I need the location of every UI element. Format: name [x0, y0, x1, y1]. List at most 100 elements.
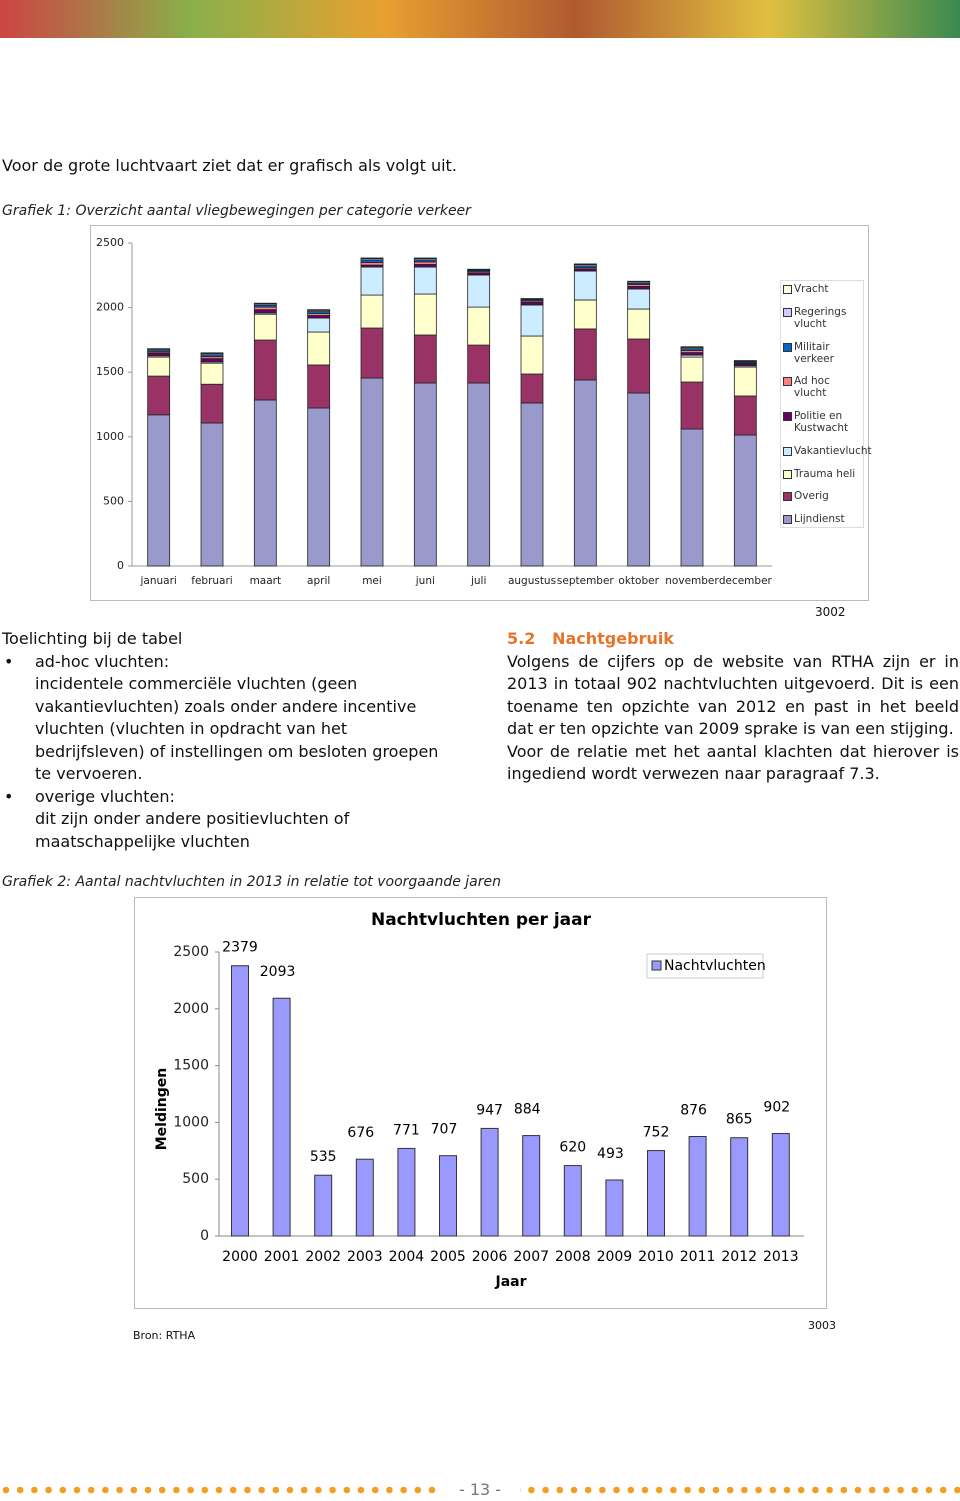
bar-segment — [680, 356, 704, 383]
note-text: incidentele commerciële vluchten (geen v… — [35, 674, 439, 783]
data-label: 2379 — [222, 940, 258, 956]
bar — [314, 1174, 333, 1237]
bar-segment — [307, 317, 331, 333]
data-label: 884 — [514, 1102, 541, 1118]
y-tick-label: 2000 — [173, 1001, 209, 1017]
bar-segment — [627, 392, 651, 567]
data-label: 676 — [347, 1125, 374, 1141]
bar-segment — [573, 328, 597, 381]
bar — [688, 1135, 707, 1237]
bar — [771, 1133, 790, 1237]
data-label: 865 — [726, 1112, 753, 1128]
x-tick-label: december — [719, 575, 773, 587]
legend-label: Militair verkeer — [794, 340, 834, 365]
data-label: 947 — [476, 1102, 503, 1118]
y-tick-label: 2500 — [173, 944, 209, 960]
section-number: 5.2 — [507, 629, 536, 648]
y-tick-label: 500 — [103, 494, 124, 507]
bar-segment — [200, 422, 224, 567]
bar-segment — [733, 366, 757, 397]
paragraph: Voor de relatie met het aantal klachten … — [507, 741, 959, 784]
legend-entry: Overig — [781, 490, 863, 502]
bar — [480, 1127, 499, 1237]
x-tick-label: mei — [362, 575, 382, 587]
bar-segment — [200, 358, 224, 363]
chart: 0 500 1000 1500 2000 2500 januari februari maart… — [90, 225, 869, 601]
bar-segment — [733, 360, 757, 362]
x-tick-label: februari — [191, 575, 232, 587]
note-item: ad-hoc vluchten: incidentele commerciële … — [2, 651, 452, 786]
bar — [647, 1150, 665, 1237]
legend: Nachtvluchten — [646, 953, 766, 979]
bar-segment — [627, 288, 651, 310]
data-label: 902 — [763, 1100, 790, 1116]
legend-swatch — [783, 285, 792, 294]
notes: Toelichting bij de tabel ad-hoc vluchten… — [2, 628, 452, 853]
bar-segment — [733, 434, 757, 567]
legend-swatch — [783, 469, 792, 479]
bar-segment — [147, 356, 171, 377]
y-tick-label: 0 — [117, 559, 124, 572]
data-label: 876 — [680, 1102, 707, 1118]
bar — [730, 1137, 749, 1237]
x-tick-label: 2009 — [597, 1249, 633, 1265]
legend-entry: Politie en Kustwacht — [781, 410, 863, 434]
legend-entry: Vracht — [781, 283, 863, 295]
bar — [439, 1155, 457, 1237]
bar-segment — [467, 344, 491, 384]
x-tick-label: november — [665, 575, 719, 587]
header-banner — [0, 0, 960, 38]
bar-segment — [147, 375, 171, 416]
data-label: 707 — [431, 1122, 458, 1138]
bar-segment — [360, 294, 384, 329]
legend-swatch — [783, 515, 792, 524]
bar-segment — [360, 377, 384, 567]
legend-swatch — [783, 412, 792, 421]
legend-swatch — [783, 377, 792, 387]
bar — [272, 997, 291, 1237]
caption: Grafiek 2: Aantal nachtvluchten in 2013 … — [2, 874, 501, 890]
x-tick-label: 2008 — [555, 1249, 591, 1265]
y-tick-label: 1000 — [96, 430, 124, 443]
chart: Nachtvluchten per jaar Meldingen Jaar 0 500 1… — [134, 897, 827, 1309]
bar — [563, 1165, 582, 1237]
bar-segment — [467, 268, 491, 271]
x-tick-label: juli — [470, 575, 486, 587]
y-tick-label: 1500 — [96, 365, 124, 378]
section-heading: 5.2 Nachtgebruik — [507, 628, 959, 651]
legend-swatch — [651, 960, 662, 971]
bar-segment — [573, 379, 597, 567]
bar-segment — [520, 373, 544, 404]
note-term: overige vluchten: — [35, 786, 175, 806]
data-label: 771 — [393, 1122, 420, 1138]
bar-segment — [200, 383, 224, 424]
bar-segment — [680, 381, 704, 430]
x-tick-label: 2003 — [347, 1249, 383, 1265]
bar-segment — [253, 302, 277, 305]
y-tick-label: 500 — [182, 1171, 209, 1187]
bar-segment — [307, 364, 331, 409]
bar — [355, 1158, 374, 1237]
y-tick-label: 0 — [200, 1228, 209, 1244]
data-label: 2093 — [260, 964, 296, 980]
y-axis-label: Meldingen — [154, 1068, 170, 1151]
figure-number: 3002 — [815, 605, 846, 619]
bar-segment — [413, 293, 437, 336]
legend-swatch — [783, 446, 792, 456]
legend-entry: Trauma heli — [781, 468, 863, 480]
bar-segment — [467, 382, 491, 567]
bar-segment — [413, 382, 437, 567]
legend-label: Trauma heli — [794, 467, 856, 480]
x-tick-label: september — [557, 575, 615, 587]
y-tick-label: 1500 — [173, 1058, 209, 1074]
bar — [231, 965, 249, 1237]
x-tick-label: 2007 — [513, 1249, 549, 1265]
page-number: - 13 - — [440, 1480, 520, 1499]
note-text: dit zijn onder andere positievluchten of… — [35, 809, 350, 851]
bar-segment — [467, 306, 491, 346]
legend-label: Vracht — [794, 283, 829, 295]
bar-segment — [147, 414, 171, 567]
y-tick-label: 2500 — [96, 236, 124, 249]
footer-dots — [2, 1486, 960, 1494]
